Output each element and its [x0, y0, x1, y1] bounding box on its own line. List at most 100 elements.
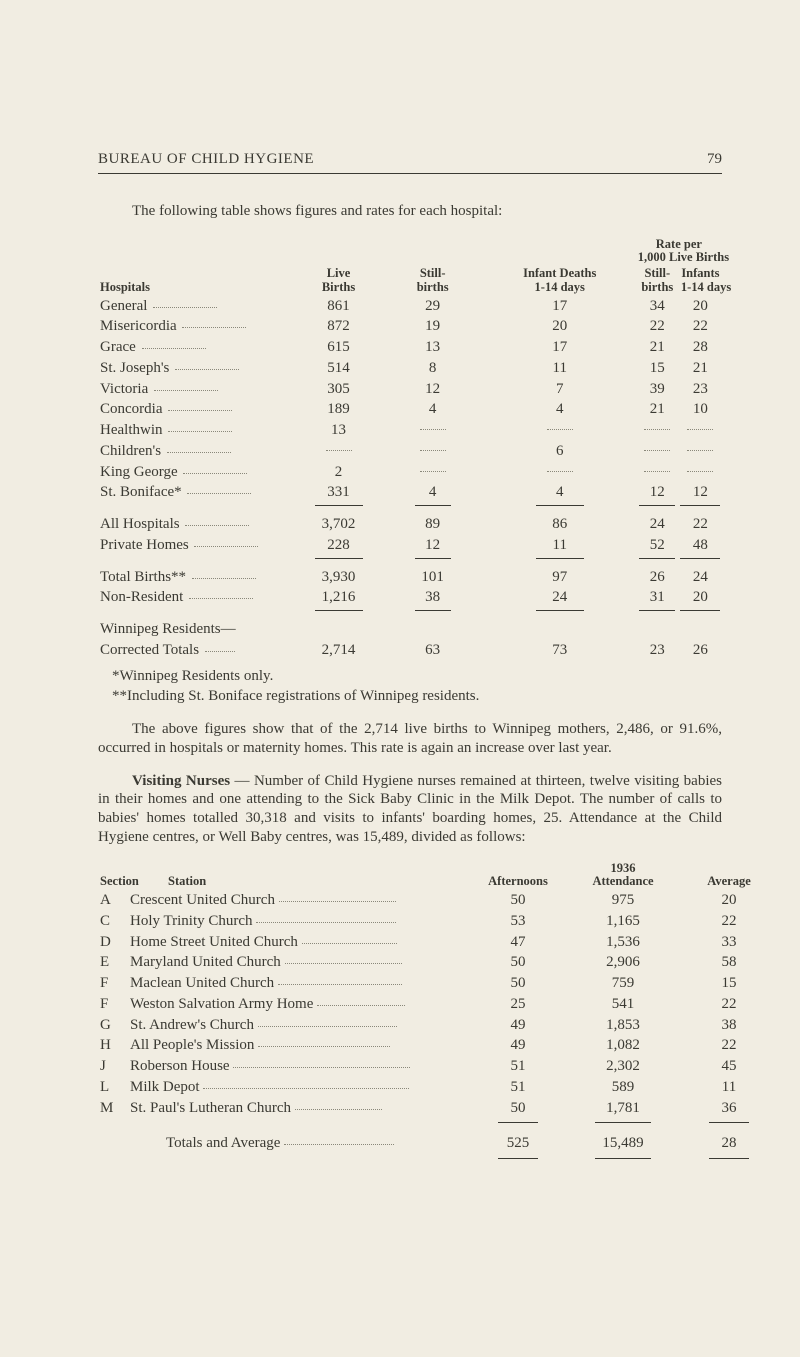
cell-afternoons: 49 — [470, 1015, 566, 1036]
table-header-row: Section Station Afternoons 1936 Attendan… — [98, 861, 778, 891]
cell-still: 13 — [382, 337, 484, 358]
cell-afternoons: 47 — [470, 932, 566, 953]
table-row: Misericordia 872 19 20 22 22 — [98, 316, 722, 337]
table-row: Non-Resident 1,216 38 24 31 20 — [98, 587, 722, 608]
cell-stillb: 21 — [636, 399, 679, 420]
cell-deaths: 17 — [484, 296, 636, 317]
cell-attendance: 1,165 — [566, 911, 680, 932]
table-row: King George 2 — [98, 462, 722, 483]
thousand-label: 1,000 Live Births — [638, 250, 729, 264]
hospital-label: General — [100, 298, 147, 314]
winnipeg-label: Winnipeg Residents— — [98, 619, 722, 640]
cell-stillb — [636, 462, 679, 483]
cell-station: Crescent United Church — [130, 892, 275, 908]
cell-infd — [679, 420, 722, 441]
cell-attendance: 2,302 — [566, 1056, 680, 1077]
corrected-infd: 26 — [679, 640, 722, 661]
cell-average: 20 — [680, 890, 778, 911]
table-row: D Home Street United Church 47 1,536 33 — [98, 932, 778, 953]
totals-label: Totals and Average — [166, 1135, 280, 1151]
cell-attendance: 1,853 — [566, 1015, 680, 1036]
table-row: F Weston Salvation Army Home 25 541 22 — [98, 994, 778, 1015]
table-row: St. Boniface* 331 4 4 12 12 — [98, 482, 722, 503]
cell-deaths: 4 — [484, 482, 636, 503]
table-separator — [98, 1154, 778, 1169]
cell-section: F — [98, 973, 128, 994]
cell-attendance: 759 — [566, 973, 680, 994]
cell-afternoons: 50 — [470, 973, 566, 994]
cell-live: 514 — [295, 358, 381, 379]
cell-deaths: 24 — [484, 587, 636, 608]
corrected-live: 2,714 — [295, 640, 381, 661]
corrected-still: 63 — [382, 640, 484, 661]
rate-per-label: Rate per — [656, 237, 702, 251]
cell-infd — [679, 441, 722, 462]
col-hospitals: Hospitals — [100, 280, 150, 294]
cell-still: 12 — [382, 379, 484, 400]
cell-infd: 20 — [679, 587, 722, 608]
col-average: Average — [707, 874, 751, 888]
cell-deaths: 97 — [484, 567, 636, 588]
table-row: Healthwin 13 — [98, 420, 722, 441]
cell-station: Holy Trinity Church — [130, 913, 253, 929]
table-row: Victoria 305 12 7 39 23 — [98, 379, 722, 400]
cell-station: St. Paul's Lutheran Church — [130, 1100, 291, 1116]
table-row: M St. Paul's Lutheran Church 50 1,781 36 — [98, 1098, 778, 1119]
table-row: Private Homes 228 12 11 52 48 — [98, 535, 722, 556]
cell-afternoons: 49 — [470, 1035, 566, 1056]
table-separator — [98, 1118, 778, 1133]
summary-paragraph: The above figures show that of the 2,714… — [98, 720, 722, 758]
totals-avg: 28 — [680, 1133, 778, 1154]
cell-attendance: 1,082 — [566, 1035, 680, 1056]
cell-afternoons: 51 — [470, 1056, 566, 1077]
table-row: Total Births** 3,930 101 97 26 24 — [98, 567, 722, 588]
cell-live: 331 — [295, 482, 381, 503]
cell-afternoons: 50 — [470, 890, 566, 911]
cell-average: 11 — [680, 1077, 778, 1098]
cell-deaths: 86 — [484, 514, 636, 535]
cell-section: D — [98, 932, 128, 953]
cell-live: 305 — [295, 379, 381, 400]
cell-still: 4 — [382, 482, 484, 503]
cell-still: 19 — [382, 316, 484, 337]
corrected-deaths: 73 — [484, 640, 636, 661]
cell-average: 45 — [680, 1056, 778, 1077]
cell-deaths: 4 — [484, 399, 636, 420]
hospital-label: Non-Resident — [100, 589, 183, 605]
hospital-label: Concordia — [100, 401, 162, 417]
table-row: Grace 615 13 17 21 28 — [98, 337, 722, 358]
hospital-label: All Hospitals — [100, 516, 180, 532]
hospital-label: St. Joseph's — [100, 360, 169, 376]
cell-station: Milk Depot — [130, 1079, 200, 1095]
cell-attendance: 1,781 — [566, 1098, 680, 1119]
cell-live: 872 — [295, 316, 381, 337]
cell-section: J — [98, 1056, 128, 1077]
cell-section: L — [98, 1077, 128, 1098]
cell-station: St. Andrew's Church — [130, 1017, 254, 1033]
cell-infd: 23 — [679, 379, 722, 400]
cell-station: Maryland United Church — [130, 954, 281, 970]
cell-deaths: 11 — [484, 358, 636, 379]
cell-infd: 48 — [679, 535, 722, 556]
hospital-label: Victoria — [100, 381, 148, 397]
cell-live: 615 — [295, 337, 381, 358]
cell-live: 3,930 — [295, 567, 381, 588]
cell-still: 38 — [382, 587, 484, 608]
cell-infd: 24 — [679, 567, 722, 588]
cell-infd — [679, 462, 722, 483]
cell-average: 22 — [680, 994, 778, 1015]
cell-live: 2 — [295, 462, 381, 483]
cell-live: 189 — [295, 399, 381, 420]
cell-infd: 28 — [679, 337, 722, 358]
cell-station: Maclean United Church — [130, 975, 274, 991]
cell-stillb: 39 — [636, 379, 679, 400]
table-row: St. Joseph's 514 8 11 15 21 — [98, 358, 722, 379]
visiting-nurses-paragraph: Visiting Nurses — Number of Child Hygien… — [98, 772, 722, 847]
footnote-b: **Including St. Boniface registrations o… — [98, 687, 722, 706]
totals-aft: 525 — [470, 1133, 566, 1154]
cell-section: C — [98, 911, 128, 932]
cell-stillb: 21 — [636, 337, 679, 358]
intro-paragraph: The following table shows figures and ra… — [98, 202, 722, 221]
cell-infd: 12 — [679, 482, 722, 503]
cell-stillb: 22 — [636, 316, 679, 337]
